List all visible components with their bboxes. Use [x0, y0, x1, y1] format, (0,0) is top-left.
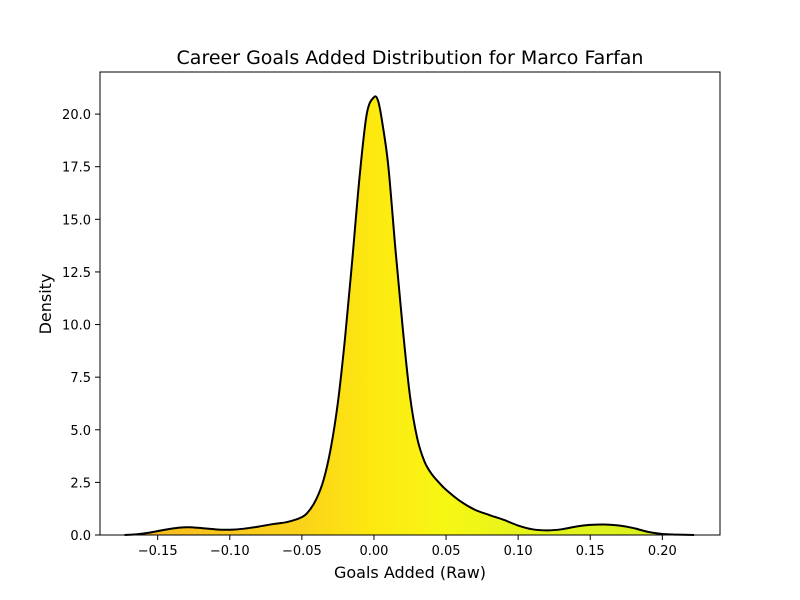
y-tick-label: 5.0: [70, 424, 91, 439]
density-curve-line: [124, 95, 695, 536]
plot-area: [124, 95, 695, 536]
chart-title: Career Goals Added Distribution for Marc…: [177, 47, 644, 69]
y-tick-label: 12.5: [62, 266, 91, 281]
x-axis-label: Goals Added (Raw): [334, 563, 486, 582]
y-tick-label: 15.0: [62, 213, 91, 228]
x-tick-label: 0.15: [576, 544, 605, 559]
y-tick-label: 20.0: [62, 108, 91, 123]
x-tick-label: −0.05: [282, 544, 322, 559]
x-tick-label: −0.10: [210, 544, 250, 559]
y-tick-label: 0.0: [70, 529, 91, 544]
axes-frame: [99, 71, 721, 536]
density-fill-area: [124, 96, 695, 535]
y-tick-label: 10.0: [62, 319, 91, 334]
y-tick-label: 2.5: [70, 476, 91, 491]
y-axis-label: Density: [36, 274, 55, 335]
x-tick-label: 0.00: [359, 544, 388, 559]
y-tick-label: 7.5: [70, 371, 91, 386]
x-tick-label: 0.20: [648, 544, 677, 559]
x-axis: −0.15 −0.10 −0.05 0.00 0.05 0.10 0.15 0.20: [138, 535, 677, 559]
x-tick-label: −0.15: [138, 544, 178, 559]
x-tick-label: 0.05: [432, 544, 461, 559]
y-tick-label: 17.5: [62, 161, 91, 176]
y-axis: 0.0 2.5 5.0 7.5 10.0 12.5 15.0 17.5 20.0: [62, 108, 100, 544]
x-tick-label: 0.10: [504, 544, 533, 559]
